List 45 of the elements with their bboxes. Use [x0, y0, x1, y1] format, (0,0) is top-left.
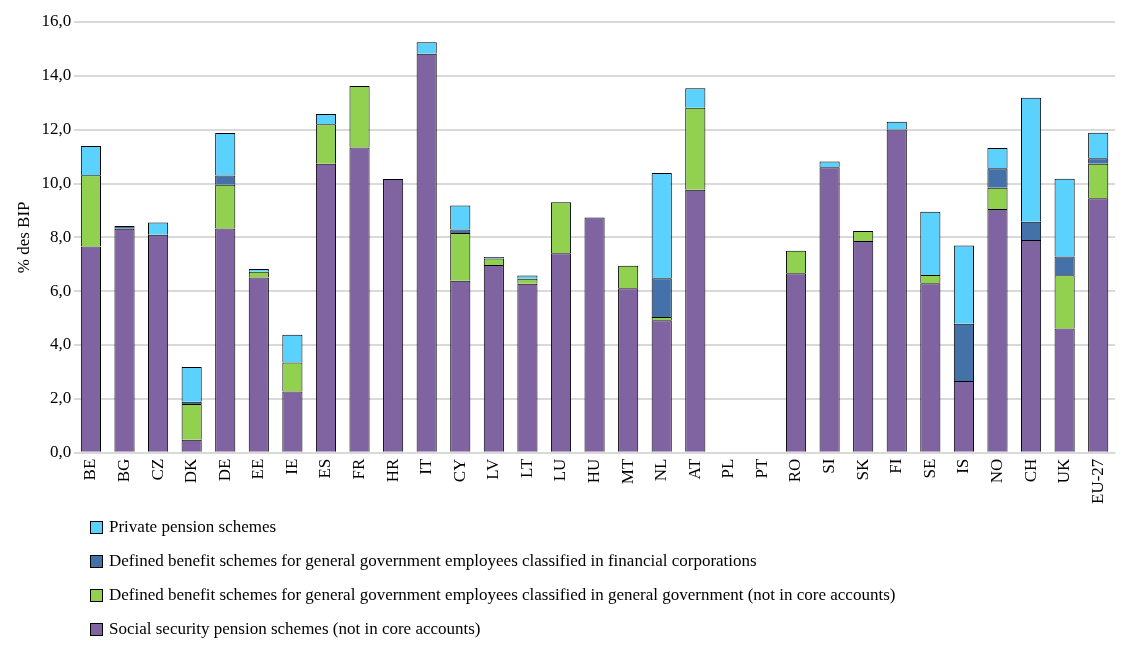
x-tick-label: PL — [718, 458, 738, 479]
x-tick-label: LT — [516, 458, 536, 478]
x-tick-label: HU — [584, 458, 604, 484]
x-tick-label: EE — [248, 458, 268, 480]
x-tick-label: DE — [214, 458, 234, 482]
x-tick-label: HR — [382, 458, 402, 483]
y-tick-label: 8,0 — [49, 226, 72, 246]
x-tick-label: NO — [986, 458, 1006, 484]
x-tick-label: DK — [181, 457, 201, 484]
x-tick-label: BE — [80, 458, 100, 481]
x-tick-label: EU-27 — [1087, 458, 1107, 505]
y-axis-title: % des BIP — [13, 201, 33, 274]
x-tick-label: SK — [852, 457, 872, 481]
y-tick-label: 10,0 — [41, 172, 72, 192]
y-tick-label: 6,0 — [49, 280, 72, 300]
y-tick-label: 14,0 — [41, 65, 72, 85]
x-tick-label: CY — [449, 458, 469, 483]
x-tick-label: SE — [919, 458, 939, 479]
legend-label: Defined benefit schemes for general government employees classified in financial corporations — [109, 551, 757, 571]
x-tick-label: UK — [1054, 457, 1074, 484]
x-tick-label: RO — [785, 458, 805, 483]
x-tick-label: NL — [651, 458, 671, 482]
x-tick-label: SI — [819, 458, 839, 474]
y-tick-label: 2,0 — [49, 388, 72, 408]
y-tick-label: 16,0 — [41, 11, 72, 31]
legend-label: Social security pension schemes (not in core accounts) — [109, 619, 481, 639]
x-tick-label: AT — [684, 458, 704, 480]
x-tick-label: FI — [886, 458, 906, 474]
legend-label: Private pension schemes — [109, 517, 277, 537]
x-tick-label: LV — [483, 457, 503, 480]
x-tick-label: CH — [1020, 458, 1040, 483]
legend-label: Defined benefit schemes for general government employees classified in general government (not in core accounts) — [109, 585, 896, 605]
x-tick-label: IS — [953, 458, 973, 474]
y-tick-label: 0,0 — [49, 442, 72, 462]
x-tick-label: BG — [113, 458, 133, 483]
x-tick-label: CZ — [147, 458, 167, 481]
x-tick-label: LU — [550, 458, 570, 482]
x-tick-label: IT — [416, 458, 436, 475]
x-tick-label: ES — [315, 458, 335, 479]
y-tick-label: 4,0 — [49, 334, 72, 354]
y-tick-label: 12,0 — [41, 119, 72, 139]
x-tick-label: PT — [751, 458, 771, 479]
x-tick-label: FR — [349, 458, 369, 480]
x-tick-label: IE — [281, 458, 301, 475]
x-tick-label: MT — [617, 458, 637, 485]
